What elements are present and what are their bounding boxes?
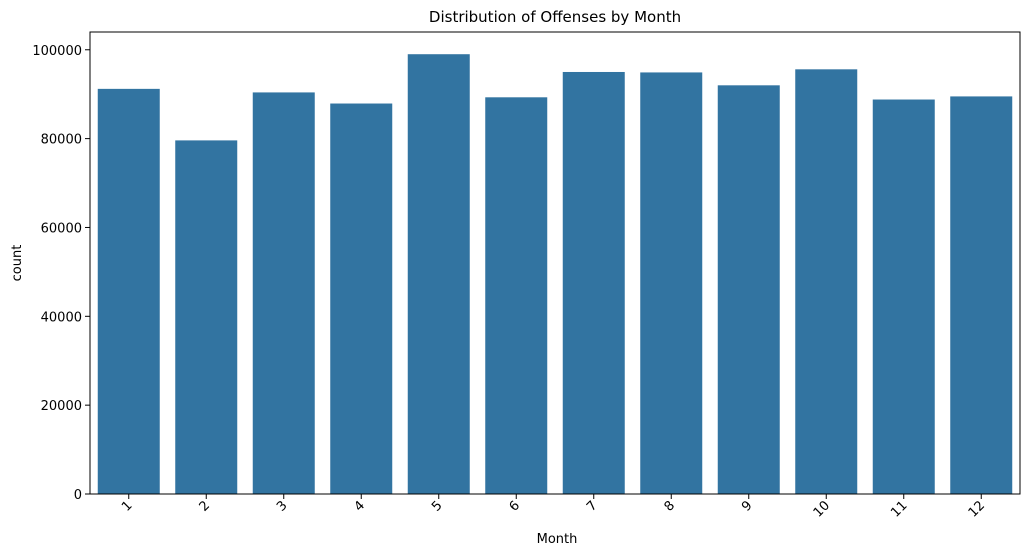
chart-title: Distribution of Offenses by Month — [429, 8, 681, 26]
bar-month-6 — [485, 97, 548, 495]
y-tick-label: 100000 — [32, 44, 82, 59]
y-tick-label: 60000 — [41, 221, 82, 236]
plot-frame — [89, 31, 1021, 495]
x-tick-label: 6 — [507, 498, 523, 514]
bar-month-1 — [97, 88, 160, 495]
y-tick-label: 80000 — [41, 133, 82, 148]
y-axis-title: count — [10, 245, 25, 282]
bar-month-12 — [950, 96, 1013, 494]
y-axis: 0 20000 40000 60000 80000 100000 — [32, 44, 90, 503]
x-tick-label: 9 — [739, 498, 755, 514]
bar-month-8 — [640, 72, 703, 495]
x-tick-label: 2 — [197, 498, 213, 514]
x-tick-label: 3 — [274, 498, 290, 514]
bar-month-7 — [562, 71, 625, 494]
x-axis-title: Month — [537, 532, 578, 547]
bar-month-5 — [407, 54, 470, 495]
x-tick-label: 10 — [811, 498, 833, 520]
x-axis: 1 2 3 4 5 6 7 8 9 10 11 12 — [119, 494, 988, 521]
y-tick-label: 0 — [74, 488, 82, 503]
x-tick-label: 12 — [966, 498, 988, 520]
x-tick-label: 11 — [888, 498, 910, 520]
bar-month-3 — [252, 92, 315, 495]
x-tick-label: 4 — [352, 498, 368, 514]
bars-group — [97, 54, 1013, 495]
x-tick-label: 7 — [584, 498, 600, 514]
y-tick-label: 20000 — [41, 399, 82, 414]
x-tick-label: 8 — [662, 498, 678, 514]
y-tick-label: 40000 — [41, 310, 82, 325]
x-tick-label: 1 — [119, 498, 135, 514]
bar-month-9 — [717, 85, 780, 494]
bar-month-2 — [175, 140, 238, 494]
bar-month-11 — [872, 99, 935, 495]
x-tick-label: 5 — [429, 498, 445, 514]
bar-month-10 — [795, 69, 858, 494]
bar-month-4 — [330, 103, 393, 495]
